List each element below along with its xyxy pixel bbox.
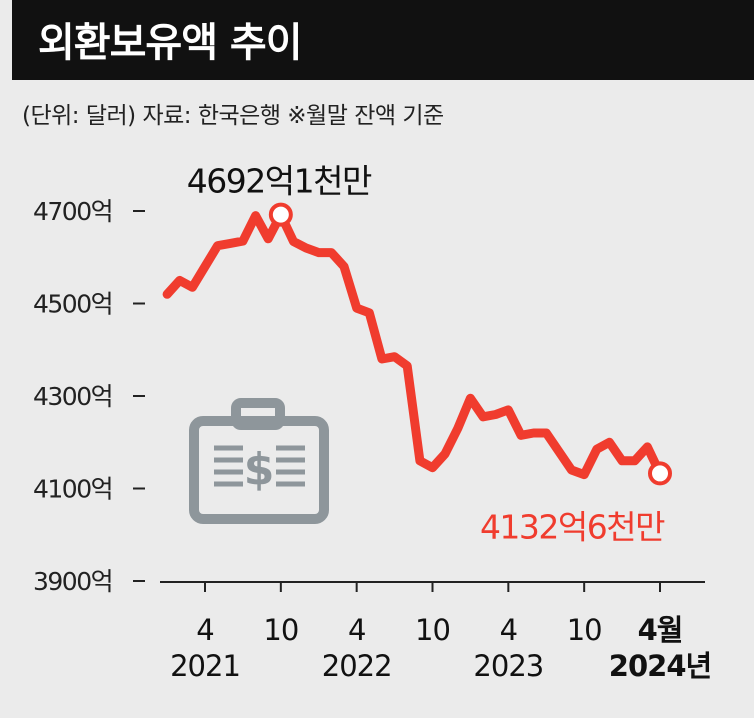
annotation-marker [648,461,672,486]
annotation-label: 4132억6천만 [480,507,665,546]
annotation-label: 4692억1천만 [187,162,372,201]
x-tick-month-label: 4 [348,613,365,647]
y-tick-label: 4700억 [33,197,112,226]
chart-panel [12,80,754,718]
y-axis: 4700억 4500억 4300억 4100억 3900억 [33,197,145,596]
x-tick-year-label: 2024년 [609,649,711,683]
x-tick-year-label: 2023 [473,649,543,683]
y-tick-label: 4300억 [33,382,112,411]
x-tick-month-label: 10 [263,613,298,647]
source-note: (단위: 달러) 자료: 한국은행 ※월말 잔액 기준 [22,103,444,129]
chart-title: 외환보유액 추이 [38,20,303,66]
series-line [162,210,665,480]
y-tick-label: 4500억 [33,290,112,319]
annotation-group: 4692억1천만 4132억6천만 [187,162,672,546]
x-tick-month-label: 4월 [638,613,683,647]
title-bar: 외환보유액 추이 [12,0,754,80]
y-tick-label: 4100억 [33,475,112,504]
x-tick-year-label: 2021 [170,649,240,683]
x-tick-month-label: 10 [567,613,602,647]
money-briefcase-icon: $ [189,398,329,524]
series-group [162,210,665,480]
x-tick-month-label: 10 [415,613,450,647]
y-tick-label: 3900억 [33,567,112,596]
x-tick-month-label: 4 [196,613,213,647]
svg-text:$: $ [244,444,275,495]
annotation-marker [268,202,293,227]
x-tick-year-label: 2022 [322,649,392,683]
x-tick-month-label: 4 [500,613,517,647]
